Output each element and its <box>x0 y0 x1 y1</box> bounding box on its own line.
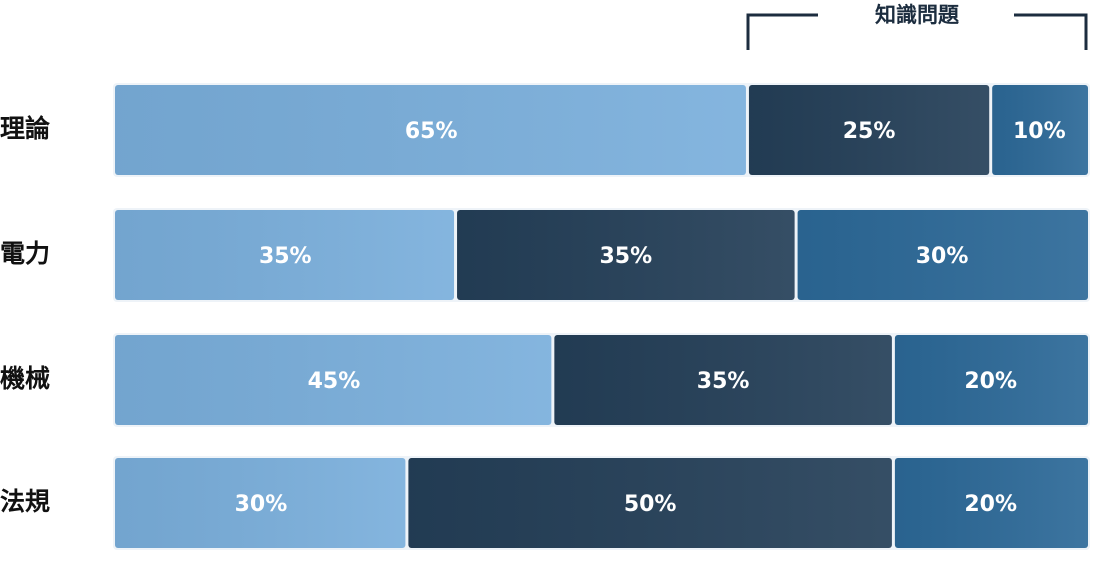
bar-sheen <box>115 85 746 175</box>
bar-sheen <box>457 210 795 300</box>
value-label: 20% <box>964 369 1017 394</box>
bar-sheen <box>115 335 552 425</box>
category-label: 機械 <box>0 364 50 393</box>
bar-sheen <box>894 458 1088 548</box>
bar-sheen <box>115 458 406 548</box>
value-label: 35% <box>697 369 750 394</box>
bar-sheen <box>797 210 1088 300</box>
value-label: 50% <box>624 492 677 517</box>
value-label: 35% <box>599 244 652 269</box>
value-label: 35% <box>259 244 312 269</box>
bar-sheen <box>748 85 990 175</box>
bar-sheen <box>408 458 892 548</box>
category-label: 電力 <box>0 239 50 268</box>
value-label: 20% <box>964 492 1017 517</box>
annotation-bracket <box>746 13 1088 50</box>
value-label: 30% <box>235 492 288 517</box>
bar-sheen <box>554 335 892 425</box>
bar-sheen <box>992 85 1088 175</box>
bar-sheen <box>894 335 1088 425</box>
value-label: 10% <box>1013 119 1066 144</box>
annotation: 知識問題 <box>875 3 960 27</box>
value-label: 25% <box>843 119 896 144</box>
category-label: 法規 <box>0 487 50 516</box>
category-label: 理論 <box>0 114 51 143</box>
bar-sheen <box>115 210 455 300</box>
value-label: 65% <box>405 119 458 144</box>
value-label: 30% <box>916 244 969 269</box>
value-label: 45% <box>308 369 361 394</box>
